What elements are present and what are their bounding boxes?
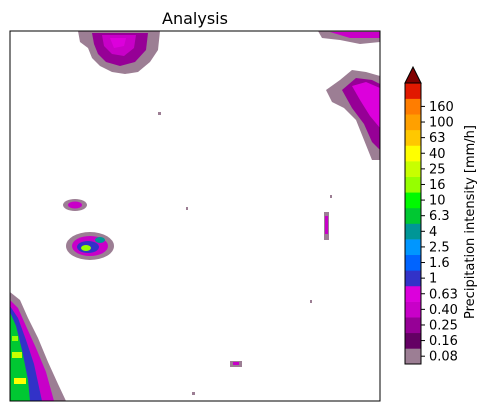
colorbar-tick-label: 63 <box>429 131 446 146</box>
precip-cell-top-right <box>318 31 380 44</box>
precip-region-peak-2 <box>14 378 26 384</box>
colorbar-tick-label: 40 <box>429 147 446 162</box>
precip-cell-bottom-left <box>10 292 66 401</box>
colorbar-label: Precipitation intensity [mm/h] <box>463 125 478 319</box>
colorbar-tick-label: 6.3 <box>429 209 450 224</box>
colorbar-segment <box>405 176 421 193</box>
precip-cell-center-left <box>66 232 114 260</box>
precip-region-inner <box>330 32 380 38</box>
colorbar-segment <box>405 207 421 224</box>
colorbar-segment <box>405 239 421 256</box>
colorbar-segment <box>405 348 421 365</box>
precip-region-peak-3 <box>12 336 18 341</box>
colorbar-tick-label: 1.6 <box>429 256 450 271</box>
colorbar-tick-label: 0.25 <box>429 318 458 333</box>
colorbar-tick-label: 160 <box>429 100 454 115</box>
colorbar-tick-label: 10 <box>429 194 446 209</box>
precip-region-core <box>110 38 126 48</box>
colorbar-tick-label: 0.08 <box>429 350 458 365</box>
precip-region-peak <box>12 352 22 358</box>
precip-cell-right-small <box>324 212 329 240</box>
precip-speck <box>330 195 332 198</box>
colorbar-tick-label: 0.40 <box>429 303 458 318</box>
map-frame <box>9 30 381 402</box>
precip-cell-left-small <box>63 199 87 211</box>
precip-region-core-2 <box>95 237 105 243</box>
colorbar-segment <box>405 223 421 240</box>
colorbar-tick-label: 16 <box>429 178 446 193</box>
colorbar-segment <box>405 270 421 287</box>
colorbar <box>404 65 422 365</box>
colorbar-segment <box>405 129 421 146</box>
precip-cell-bottom-center <box>230 361 242 367</box>
precip-region-inner <box>352 82 380 128</box>
colorbar-tick-labels: 0.080.160.250.400.6311.62.546.3101625406… <box>421 100 458 365</box>
colorbar-extend-arrow <box>404 65 422 84</box>
precipitation-map <box>9 30 381 402</box>
precip-speck <box>186 207 188 210</box>
precip-speck <box>158 112 161 115</box>
precip-region-inner <box>68 201 82 209</box>
colorbar-segment <box>405 317 421 334</box>
colorbar-tick-label: 4 <box>429 225 437 240</box>
colorbar-segment <box>405 192 421 209</box>
colorbar-segment <box>405 332 421 349</box>
chart-title: Analysis <box>162 9 228 28</box>
colorbar-segment <box>405 83 421 99</box>
colorbar-tick-label: 100 <box>429 116 454 131</box>
colorbar-frame <box>404 82 422 365</box>
colorbar-tick-label: 0.63 <box>429 287 458 302</box>
precip-region-inner <box>233 362 239 365</box>
colorbar-segment <box>405 114 421 131</box>
colorbar-segment <box>405 145 421 162</box>
precip-speck <box>310 300 312 303</box>
colorbar-tick-label: 2.5 <box>429 240 450 255</box>
colorbar-tick-label: 0.16 <box>429 334 458 349</box>
precip-region-core <box>81 245 91 251</box>
colorbar-segment <box>405 301 421 318</box>
precip-region-inner <box>325 216 328 234</box>
precip-speck <box>192 392 195 395</box>
colorbar-segment <box>405 161 421 177</box>
precip-cell-top <box>78 31 160 74</box>
colorbar-segment <box>405 285 421 302</box>
precip-cell-right <box>326 70 380 160</box>
colorbar-tick-label: 25 <box>429 162 446 177</box>
colorbar-segment <box>405 254 421 271</box>
colorbar-segment <box>405 98 421 115</box>
map-background <box>10 31 380 401</box>
colorbar-tick-label: 1 <box>429 272 437 287</box>
